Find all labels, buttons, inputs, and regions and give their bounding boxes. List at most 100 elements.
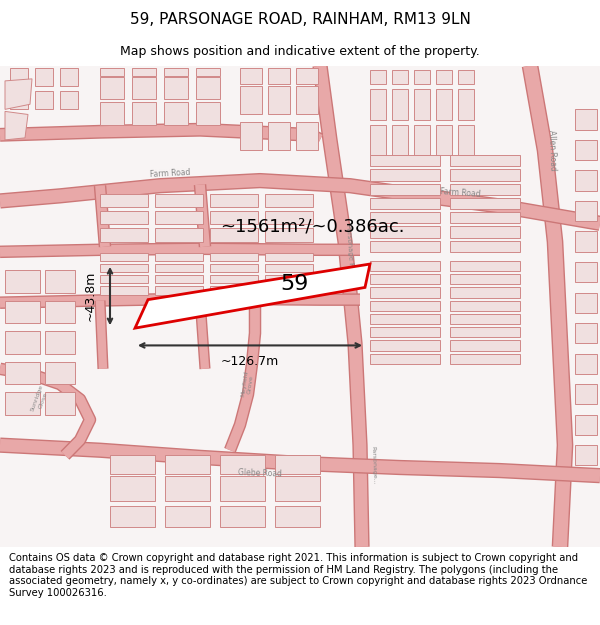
Bar [100, 228, 148, 242]
Bar [5, 331, 40, 354]
Bar [60, 68, 78, 86]
Bar [165, 476, 210, 501]
Bar [100, 194, 148, 207]
Bar [155, 275, 203, 283]
Bar [165, 506, 210, 526]
Bar [60, 91, 78, 109]
Bar [100, 77, 124, 99]
Bar [450, 301, 520, 311]
Text: Parsonage...: Parsonage... [371, 446, 377, 485]
Bar [370, 354, 440, 364]
Bar [392, 124, 408, 155]
Text: ~126.7m: ~126.7m [221, 355, 279, 368]
Bar [210, 194, 258, 207]
Bar [5, 392, 40, 414]
Bar [100, 275, 148, 283]
Bar [265, 264, 313, 272]
Text: Parsonage Road: Parsonage Road [345, 224, 355, 280]
Bar [370, 184, 440, 195]
Bar [45, 392, 75, 414]
Text: Meyfield
Grove: Meyfield Grove [241, 370, 255, 398]
Bar [210, 275, 258, 283]
Bar [268, 68, 290, 84]
Polygon shape [5, 111, 28, 140]
Bar [100, 264, 148, 272]
Bar [210, 264, 258, 272]
Bar [450, 198, 520, 209]
Bar [392, 89, 408, 119]
Bar [220, 476, 265, 501]
Bar [265, 228, 313, 242]
Bar [392, 70, 408, 84]
Text: 59: 59 [281, 274, 309, 294]
Bar [5, 270, 40, 292]
Bar [575, 140, 597, 160]
Bar [196, 68, 220, 76]
Bar [575, 354, 597, 374]
Bar [100, 68, 124, 76]
Bar [10, 91, 28, 109]
Bar [35, 68, 53, 86]
Bar [575, 414, 597, 435]
Bar [164, 102, 188, 124]
Bar [575, 231, 597, 252]
Bar [164, 68, 188, 76]
Text: Farm Road: Farm Road [439, 187, 481, 199]
Bar [414, 124, 430, 155]
Text: Map shows position and indicative extent of the property.: Map shows position and indicative extent… [120, 45, 480, 58]
Bar [45, 362, 75, 384]
Bar [210, 286, 258, 294]
Bar [132, 77, 156, 99]
Bar [100, 253, 148, 261]
Bar [275, 455, 320, 474]
Bar [370, 169, 440, 181]
Bar [450, 184, 520, 195]
Bar [45, 331, 75, 354]
Bar [414, 70, 430, 84]
Bar [370, 301, 440, 311]
Bar [275, 476, 320, 501]
Bar [155, 286, 203, 294]
Text: Farm Road: Farm Road [149, 168, 190, 179]
Bar [275, 506, 320, 526]
Bar [575, 445, 597, 466]
Bar [240, 122, 262, 150]
Bar [450, 169, 520, 181]
Text: Sunridge
Close: Sunridge Close [30, 384, 50, 414]
Bar [458, 70, 474, 84]
Bar [450, 212, 520, 223]
Bar [414, 89, 430, 119]
Bar [265, 211, 313, 224]
Bar [450, 354, 520, 364]
Bar [450, 288, 520, 298]
Bar [155, 253, 203, 261]
Bar [370, 198, 440, 209]
Text: ~43.8m: ~43.8m [83, 271, 97, 321]
Bar [575, 201, 597, 221]
Bar [436, 89, 452, 119]
Bar [210, 253, 258, 261]
Bar [370, 314, 440, 324]
Bar [240, 68, 262, 84]
Bar [575, 292, 597, 313]
Bar [575, 384, 597, 404]
Bar [35, 91, 53, 109]
Bar [240, 86, 262, 114]
Text: Allen Road: Allen Road [547, 129, 557, 171]
Bar [155, 228, 203, 242]
Bar [450, 261, 520, 271]
Bar [575, 323, 597, 343]
Polygon shape [5, 79, 32, 109]
Bar [196, 102, 220, 124]
Bar [155, 194, 203, 207]
Bar [155, 211, 203, 224]
Bar [575, 262, 597, 282]
Bar [132, 68, 156, 76]
Bar [370, 327, 440, 338]
Bar [100, 211, 148, 224]
Bar [110, 506, 155, 526]
Bar [450, 226, 520, 238]
Bar [196, 77, 220, 99]
Bar [164, 77, 188, 99]
Bar [436, 70, 452, 84]
